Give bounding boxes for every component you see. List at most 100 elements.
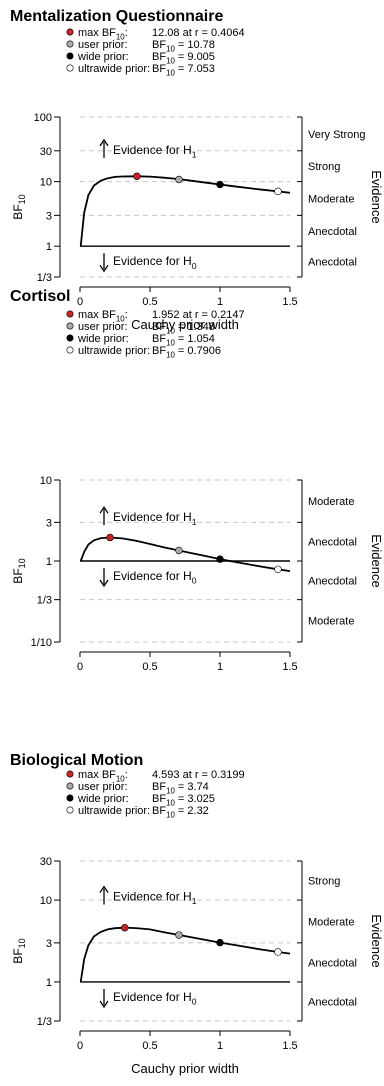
label-text: = 0.7906 <box>175 345 221 357</box>
y-tick-label: 1/3 <box>37 1016 52 1028</box>
evidence-category-label: Moderate <box>308 193 354 205</box>
legend-value: 4.593 at r = 0.3199 <box>152 769 245 781</box>
subscript: 10 <box>166 338 175 347</box>
evidence-category-label: Moderate <box>308 496 354 508</box>
label-text: BF <box>11 204 25 219</box>
y-tick-label: 1 <box>46 977 52 989</box>
prior-point <box>216 555 224 563</box>
evidence-category-label: Anecdotal <box>308 257 357 269</box>
arrow-up-icon <box>99 506 109 514</box>
label-text: BF <box>152 793 166 805</box>
x-tick-label: 1.5 <box>282 296 297 308</box>
label-text: ultrawide prior: <box>78 805 150 817</box>
chart-title: Mentalization Questionnaire <box>10 8 224 25</box>
subscript: 10 <box>166 326 175 335</box>
x-tick-label: 0.5 <box>142 296 157 308</box>
x-tick-label: 0 <box>77 661 83 673</box>
legend-label: wide prior: <box>77 51 129 63</box>
legend-marker <box>66 52 74 60</box>
label-text: user prior: <box>78 39 128 51</box>
label-text: = 1.054 <box>175 333 215 345</box>
y-tick-label: 10 <box>40 895 52 907</box>
legend-label: ultrawide prior: <box>78 63 150 75</box>
subscript: 10 <box>17 938 27 948</box>
label-text: BF <box>152 345 166 357</box>
y-tick-label: 3 <box>46 210 52 222</box>
prior-point <box>175 931 183 939</box>
y-tick-label: 1/3 <box>37 272 52 284</box>
label-text: 1.952 at r = 0.2147 <box>152 309 245 321</box>
bf-robustness-curve <box>79 536 291 572</box>
chart-title: Biological Motion <box>10 752 144 769</box>
evidence-category-label: Moderate <box>308 916 354 928</box>
arrow-up-icon <box>99 138 109 147</box>
legend-label: wide prior: <box>77 793 129 805</box>
subscript: 1 <box>192 896 197 906</box>
subscript: 10 <box>166 786 175 795</box>
x-tick-label: 1.5 <box>282 1040 297 1052</box>
legend-label: max BF10: <box>78 27 128 41</box>
evidence-category-label: Very Strong <box>308 129 365 141</box>
label-text: BF <box>152 333 166 345</box>
subscript: 10 <box>166 68 175 77</box>
label-text: = 7.053 <box>175 63 215 75</box>
legend-label: wide prior: <box>77 333 129 345</box>
subscript: 10 <box>166 810 175 819</box>
arrow-up-icon <box>99 885 109 893</box>
evidence-h1-annotation: Evidence for H1 <box>113 510 197 527</box>
subscript: 10 <box>17 558 27 568</box>
subscript: 0 <box>192 576 197 586</box>
legend-value: 1.952 at r = 0.2147 <box>152 309 245 321</box>
bf-robustness-curve <box>79 926 291 983</box>
prior-point <box>274 187 282 196</box>
evidence-category-label: Anecdotal <box>308 226 357 238</box>
label-text: ultrawide prior: <box>78 63 150 75</box>
label-text: BF <box>11 568 25 583</box>
prior-point <box>274 948 282 956</box>
label-text: BF <box>152 63 166 75</box>
x-tick-label: 0.5 <box>142 1040 157 1052</box>
legend-value: BF10 = 7.053 <box>152 63 215 77</box>
bf-robustness-curve <box>79 175 291 247</box>
legend-value: BF10 = 3.74 <box>152 781 209 795</box>
y-tick-label: 10 <box>40 177 52 189</box>
legend-marker <box>66 310 74 318</box>
subscript: 10 <box>116 32 125 41</box>
legend: max BF10: 12.08 at r = 0.4064 user prior: B… <box>66 27 245 77</box>
legend-marker <box>66 346 74 354</box>
label-text: = 2.32 <box>175 805 209 817</box>
y-axis-title: BF10 <box>11 194 27 219</box>
y-tick-label: 30 <box>40 146 52 158</box>
legend-marker <box>66 334 74 342</box>
subscript: 10 <box>17 194 27 204</box>
evidence-category-label: Anecdotal <box>308 957 357 969</box>
x-tick-label: 0 <box>77 1040 83 1052</box>
y-tick-label: 30 <box>40 856 52 868</box>
prior-point <box>216 938 224 947</box>
label-text: : <box>125 309 128 321</box>
label-text: user prior: <box>78 321 128 333</box>
label-text: wide prior: <box>77 51 129 63</box>
prior-point <box>133 172 141 180</box>
label-text: = 3.025 <box>175 793 215 805</box>
evidence-category-label: Anecdotal <box>308 575 357 587</box>
subscript: 10 <box>116 314 125 323</box>
prior-point <box>121 924 129 932</box>
y-tick-label: 3 <box>46 938 52 950</box>
chart-panel-cortisol: Cortisol max BF10: 1.952 at r = 0.2147 use… <box>0 0 384 673</box>
evidence-h0-annotation: Evidence for H0 <box>113 254 197 271</box>
x-tick-label: 1 <box>217 661 223 673</box>
evidence-category-label: Strong <box>308 161 340 173</box>
label-text: max BF <box>78 309 116 321</box>
y-tick-label: 3 <box>46 517 52 529</box>
legend-value: 12.08 at r = 0.4064 <box>152 27 245 39</box>
legend-marker <box>66 322 74 330</box>
y-tick-label: 1 <box>46 556 52 568</box>
chart-title: Cortisol <box>10 288 71 305</box>
label-text: BF <box>11 948 25 963</box>
y-tick-label: 100 <box>34 112 52 124</box>
arrow-down-icon <box>99 579 109 588</box>
